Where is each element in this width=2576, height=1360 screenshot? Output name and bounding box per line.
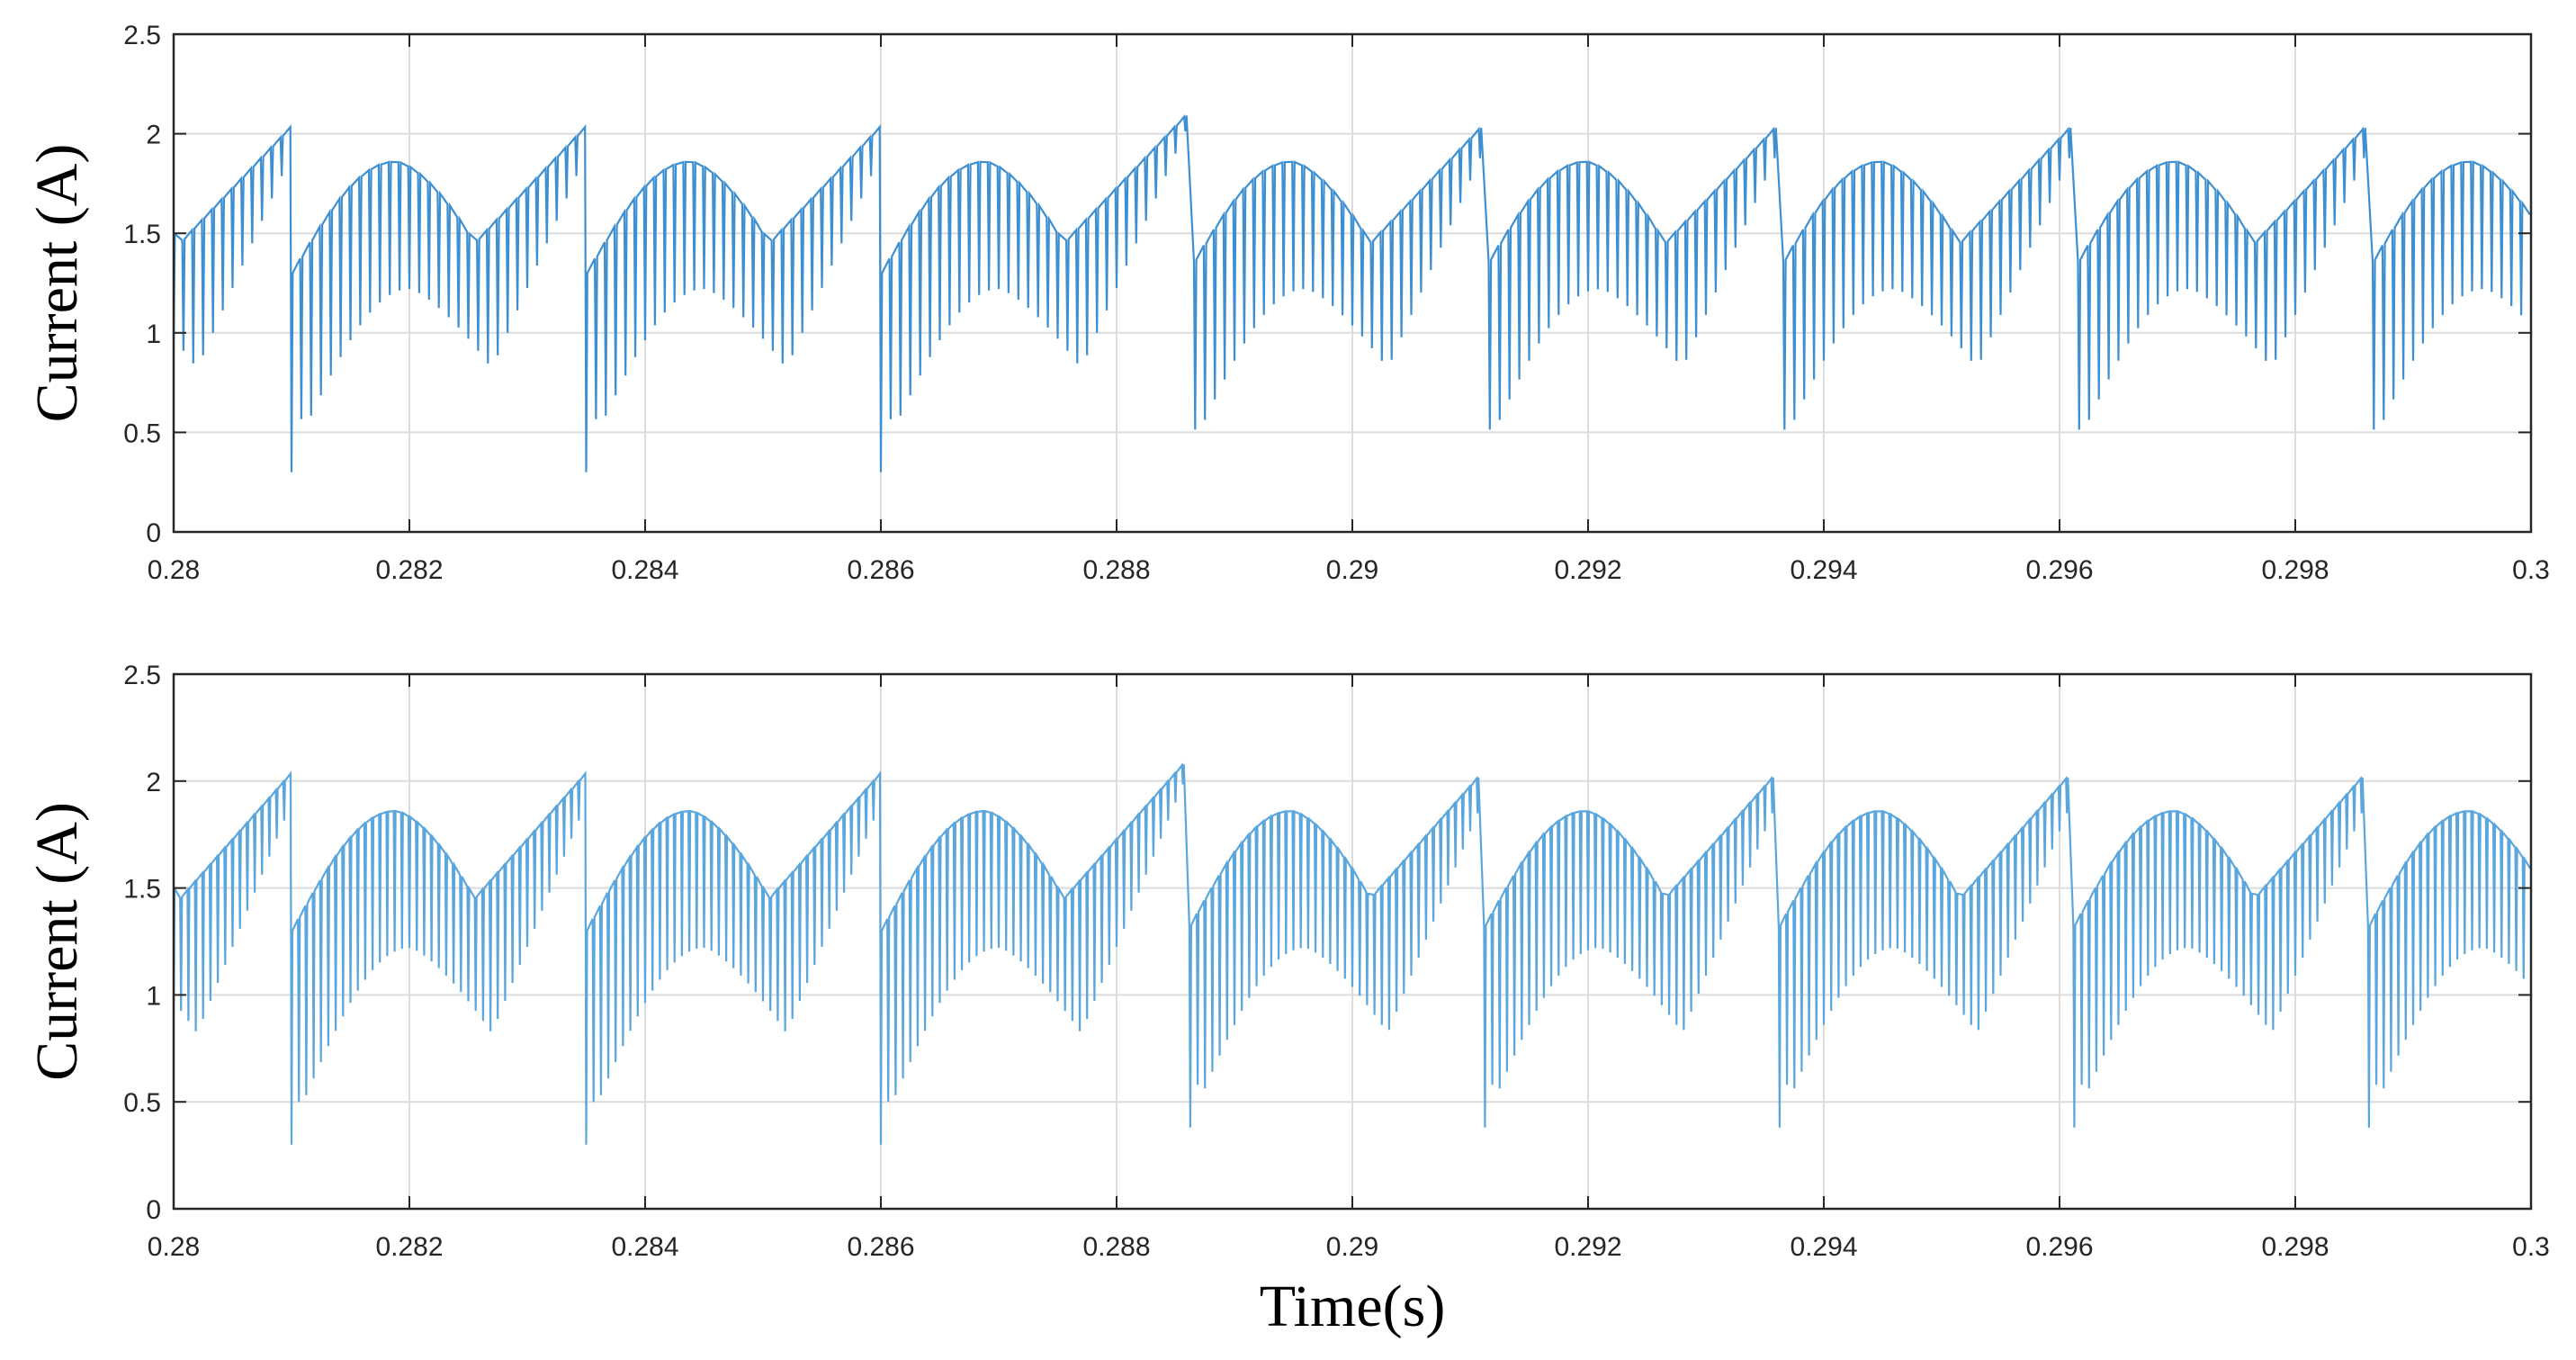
chart-panel-2: 0.28 0.282 0.284 0.286 0.288 0.29 0.292 0.294 0.… bbox=[24, 661, 2550, 1339]
x-tick-label: 0.286 bbox=[847, 1232, 914, 1262]
x-tick-label: 0.284 bbox=[611, 1232, 678, 1262]
x-tick-label: 0.28 bbox=[148, 1232, 200, 1262]
x-tick-label: 0.282 bbox=[375, 555, 443, 585]
x-tick-label: 0.298 bbox=[2261, 555, 2329, 585]
y-axis-label: Current (A) bbox=[24, 144, 90, 423]
y-tick-label: 0 bbox=[146, 1195, 161, 1225]
y-tick-label: 2 bbox=[146, 768, 161, 797]
x-tick-label: 0.294 bbox=[1790, 555, 1857, 585]
y-axis-label: Current (A) bbox=[24, 802, 90, 1081]
y-tick-label: 1.5 bbox=[123, 220, 161, 249]
y-tick-label: 0 bbox=[146, 518, 161, 548]
y-tick-label: 1 bbox=[146, 320, 161, 349]
y-tick-label: 1.5 bbox=[123, 875, 161, 905]
x-tick-label: 0.29 bbox=[1326, 1232, 1378, 1262]
series-current-line bbox=[172, 762, 2531, 1145]
x-tick-label: 0.3 bbox=[2512, 1232, 2550, 1262]
x-tick-label: 0.296 bbox=[2025, 1232, 2093, 1262]
x-tick-label: 0.298 bbox=[2261, 1232, 2329, 1262]
y-tick-label: 0.5 bbox=[123, 1088, 161, 1118]
x-tick-label: 0.288 bbox=[1082, 1232, 1150, 1262]
x-tick-label: 0.29 bbox=[1326, 555, 1378, 585]
y-tick-label: 1 bbox=[146, 981, 161, 1011]
x-tick-label: 0.3 bbox=[2512, 555, 2550, 585]
x-tick-label: 0.292 bbox=[1554, 1232, 1621, 1262]
x-tick-label: 0.284 bbox=[611, 555, 678, 585]
x-tick-label: 0.292 bbox=[1554, 555, 1621, 585]
x-tick-label: 0.28 bbox=[148, 555, 200, 585]
x-tick-label: 0.296 bbox=[2025, 555, 2093, 585]
y-tick-label: 2 bbox=[146, 121, 161, 150]
y-tick-label: 0.5 bbox=[123, 419, 161, 448]
x-axis-label: Time(s) bbox=[1260, 1274, 1446, 1339]
x-tick-label: 0.288 bbox=[1082, 555, 1150, 585]
x-tick-label: 0.294 bbox=[1790, 1232, 1857, 1262]
series-current-line bbox=[172, 113, 2531, 473]
y-tick-label: 2.5 bbox=[123, 21, 161, 50]
x-tick-label: 0.286 bbox=[847, 555, 914, 585]
chart-panel-1: 0.28 0.282 0.284 0.286 0.288 0.29 0.292 0.294 0.… bbox=[24, 21, 2550, 585]
y-tick-label: 2.5 bbox=[123, 661, 161, 690]
x-tick-label: 0.282 bbox=[375, 1232, 443, 1262]
